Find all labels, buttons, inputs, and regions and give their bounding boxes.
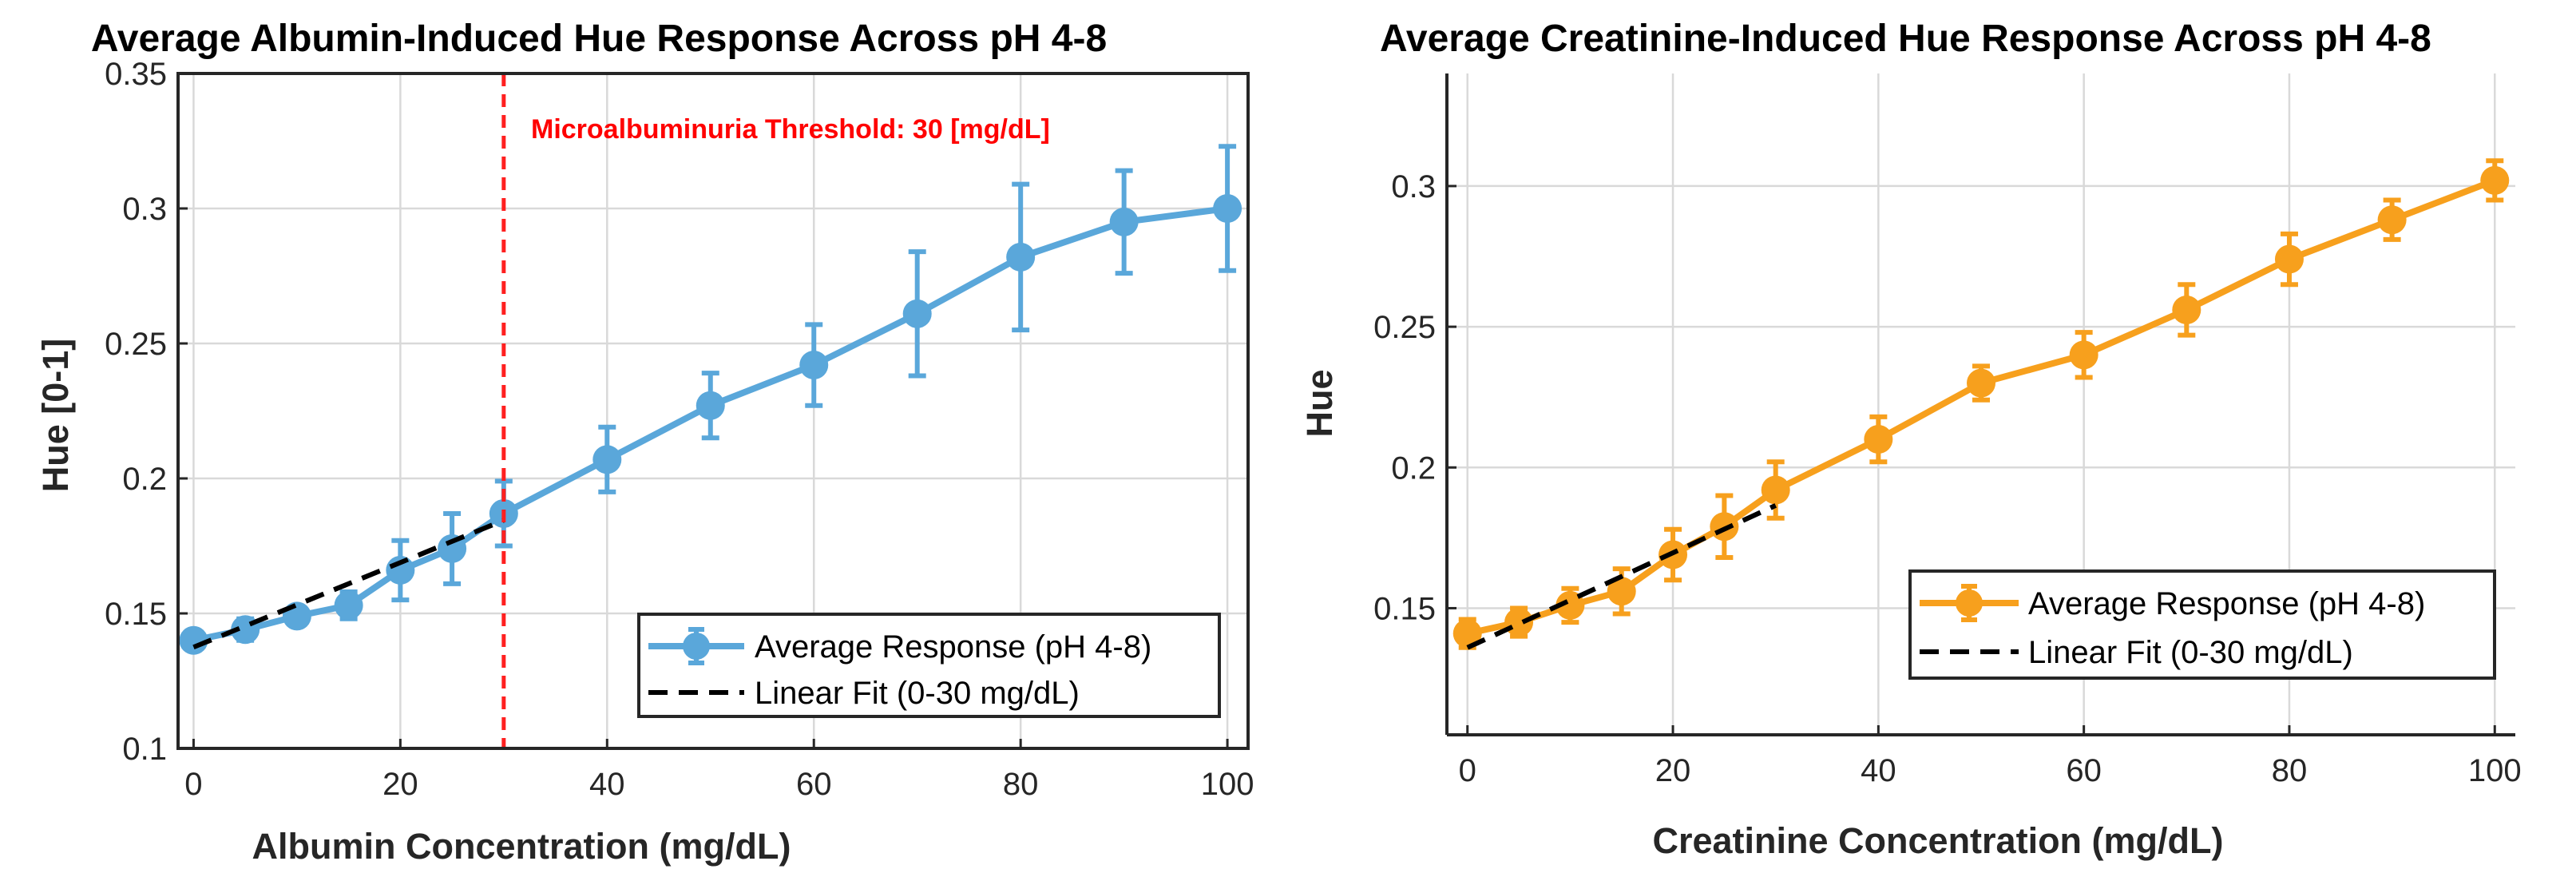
threshold-annotation: Microalbuminuria Threshold: 30 [mg/dL]: [531, 114, 1050, 145]
y-axis-label: Hue [0-1]: [35, 339, 76, 493]
y-tick-label: 0.35: [105, 57, 167, 92]
data-point: [592, 445, 622, 474]
axes: [1445, 73, 2515, 736]
data-point: [1761, 475, 1790, 505]
x-tick-label: 80: [1003, 767, 1039, 802]
y-tick-label: 0.25: [105, 327, 167, 362]
data-point: [1213, 194, 1242, 223]
x-tick-label: 80: [2272, 753, 2308, 788]
y-tick-label: 0.3: [122, 192, 167, 227]
data-point: [1864, 425, 1893, 454]
legend-series-label: Average Response (pH 4-8): [755, 629, 1151, 665]
legend-series-label: Average Response (pH 4-8): [2028, 586, 2425, 621]
legend-box: [1908, 569, 2496, 680]
axes: [176, 72, 1250, 750]
y-tick-label: 0.1: [122, 732, 167, 767]
x-tick-label: 100: [1201, 767, 1254, 802]
data-point: [1452, 619, 1482, 649]
data-point: [1556, 590, 1585, 620]
y-tick-label: 0.2: [1391, 450, 1436, 486]
data-point: [1967, 368, 1995, 398]
data-point: [799, 351, 829, 380]
axes-box: [176, 72, 1250, 750]
chart-title: Average Creatinine-Induced Hue Response …: [1380, 18, 2431, 60]
legend: Average Response (pH 4-8) Linear Fit (0-…: [1908, 569, 2496, 680]
y-tick-label: 0.15: [105, 597, 167, 632]
x-tick-label: 0: [184, 767, 202, 802]
data-point: [1109, 207, 1139, 236]
x-tick-label: 100: [2468, 753, 2522, 788]
tick-labels: 0 20 40 60 80 100 0.15 0.2 0.25 0.3: [1373, 169, 2522, 788]
x-tick-label: 20: [382, 767, 418, 802]
legend: Average Response (pH 4-8) Linear Fit (0-…: [637, 613, 1221, 718]
tick-labels: 0 20 40 60 80 100 0.1 0.15 0.2 0.25 0.3 0.35: [105, 57, 1254, 802]
x-tick-label: 60: [2066, 753, 2102, 788]
data-point: [2480, 165, 2510, 195]
data-point: [282, 601, 311, 631]
y-tick-label: 0.2: [122, 462, 167, 497]
data-point: [2069, 340, 2098, 370]
data-point: [696, 391, 725, 420]
x-axis-label: Creatinine Concentration (mg/dL): [1652, 820, 2223, 861]
series-layer: [179, 144, 1242, 655]
x-tick-label: 60: [796, 767, 832, 802]
series-layer: [1452, 158, 2510, 650]
legend-fit-label: Linear Fit (0-30 mg/dL): [2028, 635, 2353, 670]
data-point: [1607, 577, 1636, 606]
chart-title: Average Albumin-Induced Hue Response Acr…: [91, 18, 1107, 60]
y-tick-label: 0.25: [1373, 310, 1436, 345]
y-axis-label: Hue: [1299, 369, 1340, 437]
legend-fit-label: Linear Fit (0-30 mg/dL): [755, 676, 1080, 711]
data-point: [1504, 608, 1534, 637]
data-point: [2377, 205, 2407, 235]
data-point: [2274, 244, 2304, 274]
linear-fit-line-overlay: [192, 518, 505, 650]
y-tick-label: 0.15: [1373, 591, 1436, 626]
legend-series-marker: [1956, 589, 1983, 617]
x-axis-label: Albumin Concentration (mg/dL): [252, 826, 791, 867]
data-point: [179, 625, 208, 655]
y-tick-label: 0.3: [1391, 169, 1436, 204]
data-point: [438, 534, 467, 563]
creatinine-chart: Average Creatinine-Induced Hue Response …: [1299, 18, 2522, 861]
albumin-chart: Average Albumin-Induced Hue Response Acr…: [35, 18, 1254, 867]
x-tick-label: 40: [1861, 753, 1896, 788]
data-point: [2172, 295, 2201, 324]
x-tick-label: 40: [589, 767, 625, 802]
legend-series-marker: [683, 633, 710, 660]
threshold-layer: Microalbuminuria Threshold: 30 [mg/dL]: [501, 73, 1050, 748]
legend-box: [637, 613, 1221, 718]
data-point: [334, 590, 363, 620]
x-tick-label: 20: [1655, 753, 1691, 788]
linear-fit-line-overlay: [1466, 503, 1777, 650]
data-point: [1006, 242, 1036, 272]
data-point: [902, 299, 932, 328]
x-tick-label: 0: [1459, 753, 1476, 788]
